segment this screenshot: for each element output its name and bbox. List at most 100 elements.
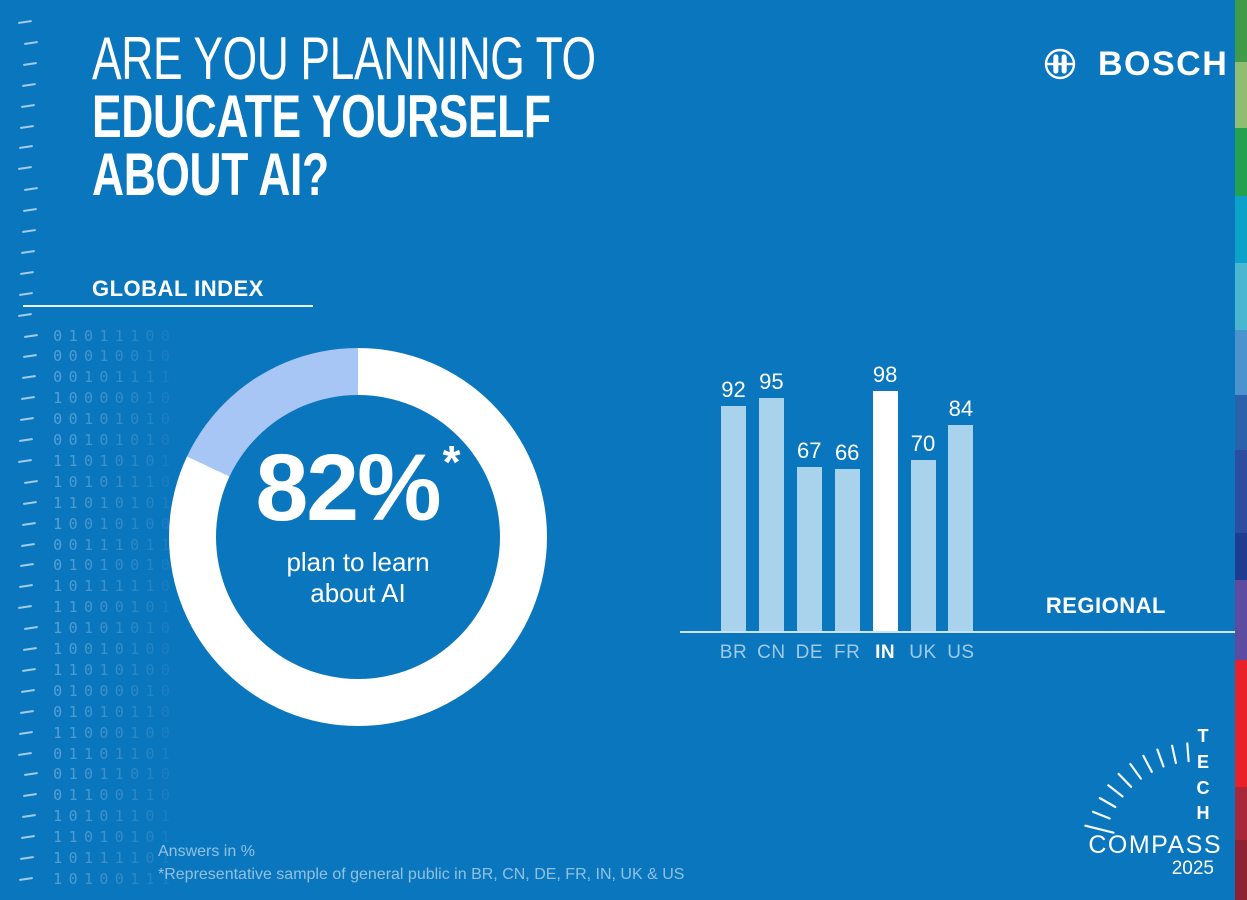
stripe-segment [1235,395,1247,450]
donut-hole: 82%* plan to learn about AI [216,395,500,679]
stripe-segment [1235,450,1247,533]
tick-dash-icon [22,208,38,213]
tick-dash-icon [22,500,38,506]
tick-dash-icon [23,187,39,192]
tick-dash-icon [21,521,37,526]
tick-dash-icon [22,647,38,652]
compass-wordmark: COMPASS [1088,831,1222,859]
bar-value-label: 92 [721,376,746,402]
bar-FR [834,469,860,631]
bar-value-label: 98 [872,361,898,387]
bar-UK [910,459,936,631]
tick-dash-icon [20,688,36,694]
bar-value-label: 67 [797,437,822,463]
donut-center-content: 82%* plan to learn about AI [255,434,461,609]
tick-dash-icon [19,270,35,276]
stripe-segment [1235,787,1247,840]
global-index-label: GLOBAL INDEX [92,276,264,301]
compass-ticks-icon [1080,733,1210,868]
tick-dash-icon [21,667,37,673]
bar-DE [796,466,822,631]
bosch-armature-icon [1044,48,1076,80]
tick-dash-icon [17,751,33,756]
binary-row [17,307,238,323]
bar-value-label: 84 [948,396,974,422]
title-line-3: ABOUT AI? [92,141,329,208]
donut-value: 82%* [255,434,461,541]
tick-dash-icon [23,479,39,485]
footnote-sample: *Representative sample of general public… [158,866,685,883]
binary-row [18,244,238,260]
tick-dash-icon [17,312,33,317]
tick-dash-icon [20,835,36,840]
tick-dash-icon [18,145,34,150]
tick-dash-icon [18,876,34,882]
title-line-2: EDUCATE YOURSELF [92,83,551,150]
bar-category-label: UK [909,642,937,663]
tick-dash-icon [22,354,38,359]
tick-dash-icon [17,605,33,610]
donut-caption: plan to learn about AI [255,547,460,608]
tick-dash-icon [17,20,33,25]
footnote-answers: Answers in % [158,843,255,860]
donut-caption-line-1: plan to learn [286,547,430,578]
tick-dash-icon [22,61,38,67]
tick-dash-icon [21,814,37,819]
stripe-segment [1235,533,1247,580]
tick-dash-icon [19,124,35,129]
bar-IN [872,390,898,631]
tick-dash-icon [21,229,37,234]
tick-dash-icon [19,563,35,568]
tech-letter: T [1197,726,1209,746]
tick-dash-icon [17,166,33,171]
page-title: ARE YOU PLANNING TO EDUCATE YOURSELF ABO… [92,29,773,208]
stripe-segment [1235,0,1247,62]
tech-letter: E [1196,751,1209,772]
tick-dash-icon [23,333,39,338]
regional-label: REGIONAL [1045,593,1166,618]
global-index-underline [23,305,313,307]
stripe-segment [1235,580,1247,660]
footnotes: Answers in % *Representative sample of g… [158,840,684,886]
compass-year: 2025 [1171,858,1214,879]
tick-dash-icon [19,709,35,715]
stripe-segment [1235,840,1247,900]
asterisk-marker: * [442,435,461,488]
tick-dash-icon [17,458,33,464]
stripe-segment [1235,263,1247,330]
bar-value-label: 95 [759,369,784,395]
chart-baseline [680,631,1236,633]
bar-CN [758,398,784,631]
bar-category-label: CN [757,642,786,663]
